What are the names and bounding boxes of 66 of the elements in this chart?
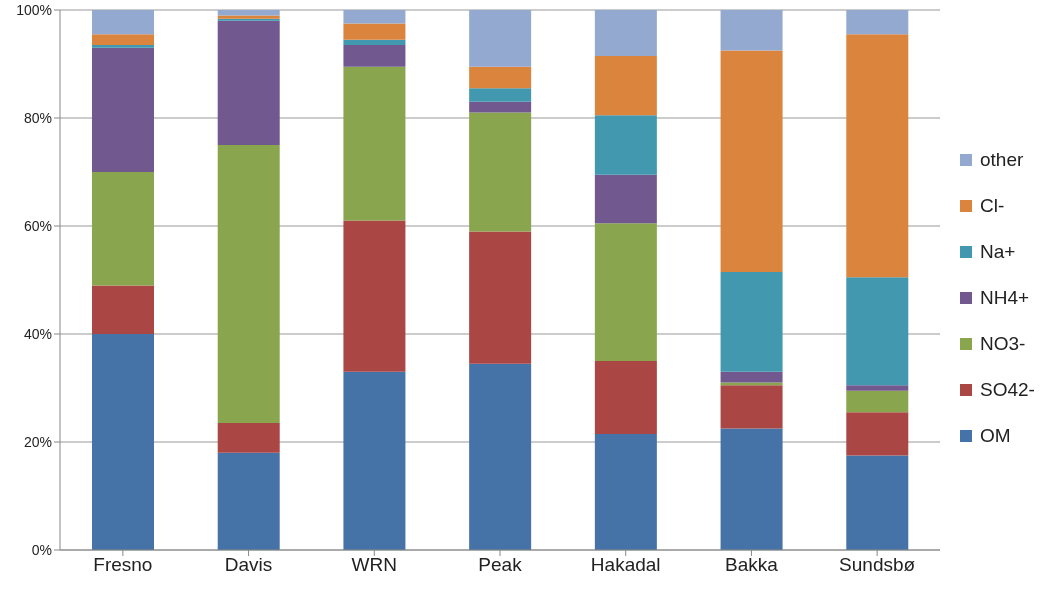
bar <box>469 363 532 550</box>
bar <box>720 271 783 372</box>
bar <box>469 231 532 364</box>
x-tick-label: Peak <box>478 554 523 576</box>
bar <box>343 10 406 24</box>
bar <box>343 23 406 40</box>
bar <box>720 428 783 550</box>
bar <box>217 423 280 453</box>
bar <box>92 34 154 46</box>
x-tick-label: Fresno <box>93 554 153 576</box>
legend-label: NH4+ <box>980 286 1030 309</box>
bar <box>217 145 280 424</box>
bar <box>469 66 532 89</box>
legend-label: NO3- <box>980 332 1026 355</box>
bar <box>469 101 532 113</box>
bar <box>594 174 657 224</box>
legend-label: SO42- <box>980 378 1035 401</box>
bar <box>343 39 406 46</box>
y-tick-label: 60% <box>23 217 52 234</box>
bar <box>343 371 406 550</box>
bar <box>217 452 280 550</box>
bar <box>469 10 532 67</box>
x-tick-label: Bakka <box>725 554 779 576</box>
bar <box>594 10 657 56</box>
bar <box>92 285 154 334</box>
bar <box>846 277 909 386</box>
bar <box>343 45 406 67</box>
bar <box>720 50 783 272</box>
bar <box>846 385 909 391</box>
bar <box>594 433 657 550</box>
legend-label: OM <box>980 424 1011 447</box>
bar <box>343 66 406 221</box>
bar <box>720 371 783 383</box>
bar <box>469 112 532 232</box>
bar <box>846 412 909 456</box>
bar <box>92 47 154 172</box>
bar <box>720 385 783 429</box>
bar <box>343 220 406 372</box>
bar <box>594 115 657 175</box>
bar <box>594 361 657 434</box>
bar <box>92 334 154 550</box>
x-tick-label: Davis <box>224 554 273 576</box>
bar <box>92 172 154 286</box>
legend-label: Cl- <box>980 194 1005 217</box>
x-tick-label: WRN <box>351 554 397 576</box>
y-tick-label: 20% <box>23 433 52 450</box>
bar <box>846 455 909 550</box>
x-tick-label: Sundsbø <box>839 554 916 576</box>
bar <box>720 10 783 51</box>
legend-label: Na+ <box>980 240 1016 263</box>
bar <box>846 34 909 278</box>
bar <box>469 88 532 102</box>
x-tick-label: Hakadal <box>590 554 661 576</box>
y-tick-label: 40% <box>23 325 52 342</box>
y-tick-label: 100% <box>16 1 52 18</box>
bar <box>92 10 154 35</box>
bar <box>594 223 657 361</box>
bar <box>217 20 280 145</box>
bar <box>92 45 154 48</box>
legend-label: other <box>980 148 1024 171</box>
y-tick-label: 80% <box>23 109 52 126</box>
bar <box>846 390 909 413</box>
bar <box>594 55 657 116</box>
y-tick-label: 0% <box>31 541 52 558</box>
bar <box>846 10 909 35</box>
bar <box>217 10 280 16</box>
